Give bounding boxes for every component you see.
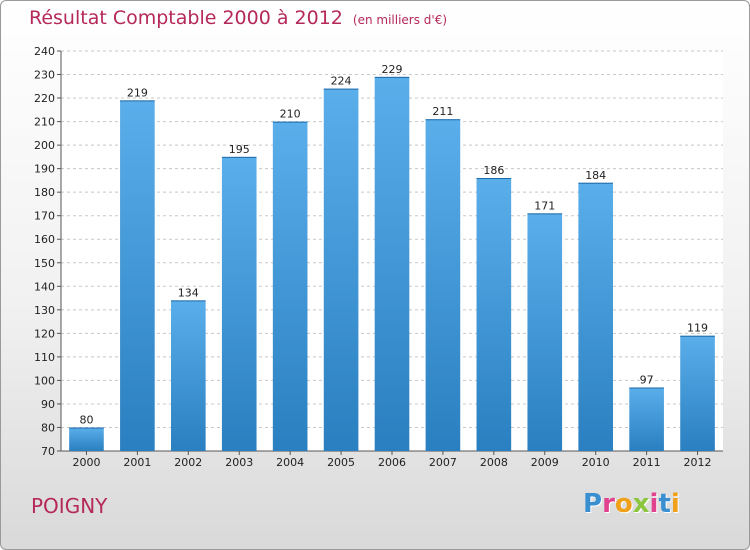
logo-letter: r	[602, 489, 615, 519]
logo-letter: i	[649, 489, 659, 519]
y-tick-label: 90	[41, 398, 55, 411]
y-tick-label: 110	[34, 351, 55, 364]
logo-letter: x	[632, 489, 650, 519]
x-tick-label: 2001	[123, 456, 151, 469]
x-tick-label: 2009	[531, 456, 559, 469]
y-tick-label: 200	[34, 139, 55, 152]
y-tick-label: 160	[34, 233, 55, 246]
y-tick-label: 230	[34, 69, 55, 82]
y-tick-label: 180	[34, 186, 55, 199]
data-label: 119	[687, 322, 708, 335]
y-tick-label: 240	[34, 45, 55, 58]
data-label: 171	[534, 199, 555, 212]
data-label: 80	[79, 413, 93, 426]
y-tick-label: 130	[34, 304, 55, 317]
bar	[374, 76, 410, 451]
x-tick-label: 2005	[327, 456, 355, 469]
bar	[170, 300, 206, 451]
logo-letter: o	[614, 489, 633, 519]
x-tick-label: 2011	[633, 456, 661, 469]
logo-letter: P	[583, 489, 603, 519]
bar	[680, 335, 715, 451]
bar	[120, 100, 155, 451]
x-tick-label: 2000	[72, 456, 100, 469]
y-tick-label: 140	[34, 280, 55, 293]
data-label: 211	[432, 105, 453, 118]
bar	[578, 182, 614, 451]
x-tick-label: 2010	[582, 456, 610, 469]
bar	[527, 213, 563, 451]
x-tick-label: 2006	[378, 456, 406, 469]
bar	[272, 121, 308, 452]
x-tick-label: 2004	[276, 456, 304, 469]
chart-subtitle: (en milliers d'€)	[352, 13, 448, 27]
y-tick-label: 210	[34, 116, 55, 129]
data-label: 195	[229, 143, 250, 156]
x-tick-label: 2007	[429, 456, 457, 469]
x-tick-label: 2003	[225, 456, 253, 469]
y-tick-label: 80	[41, 421, 55, 434]
bar	[476, 178, 512, 451]
bar	[69, 427, 104, 451]
chart-title: Résultat Comptable 2000 à 2012 (en millie…	[29, 7, 447, 29]
place-name: POIGNY	[31, 494, 108, 518]
y-tick-label: 100	[34, 374, 55, 387]
x-tick-label: 2012	[684, 456, 712, 469]
bar	[629, 387, 664, 451]
data-label: 224	[331, 75, 352, 88]
y-tick-label: 70	[41, 445, 55, 458]
data-label: 134	[178, 286, 199, 299]
bar	[221, 156, 257, 451]
data-label: 184	[585, 169, 606, 182]
data-label: 229	[382, 63, 403, 76]
data-label: 97	[640, 373, 654, 386]
proxiti-logo: Proxiti	[583, 489, 680, 519]
x-tick-label: 2002	[174, 456, 202, 469]
logo-letter: t	[658, 489, 671, 519]
x-tick-label: 2008	[480, 456, 508, 469]
data-label: 219	[127, 86, 148, 99]
logo-letter: i	[670, 489, 680, 519]
y-tick-label: 150	[34, 257, 55, 270]
chart-title-main: Résultat Comptable 2000 à 2012	[29, 7, 343, 29]
y-tick-label: 220	[34, 92, 55, 105]
bar	[323, 88, 359, 451]
y-tick-label: 190	[34, 163, 55, 176]
bar	[425, 119, 461, 451]
y-tick-label: 170	[34, 210, 55, 223]
y-tick-label: 120	[34, 327, 55, 340]
data-label: 186	[483, 164, 504, 177]
data-label: 210	[280, 108, 301, 121]
